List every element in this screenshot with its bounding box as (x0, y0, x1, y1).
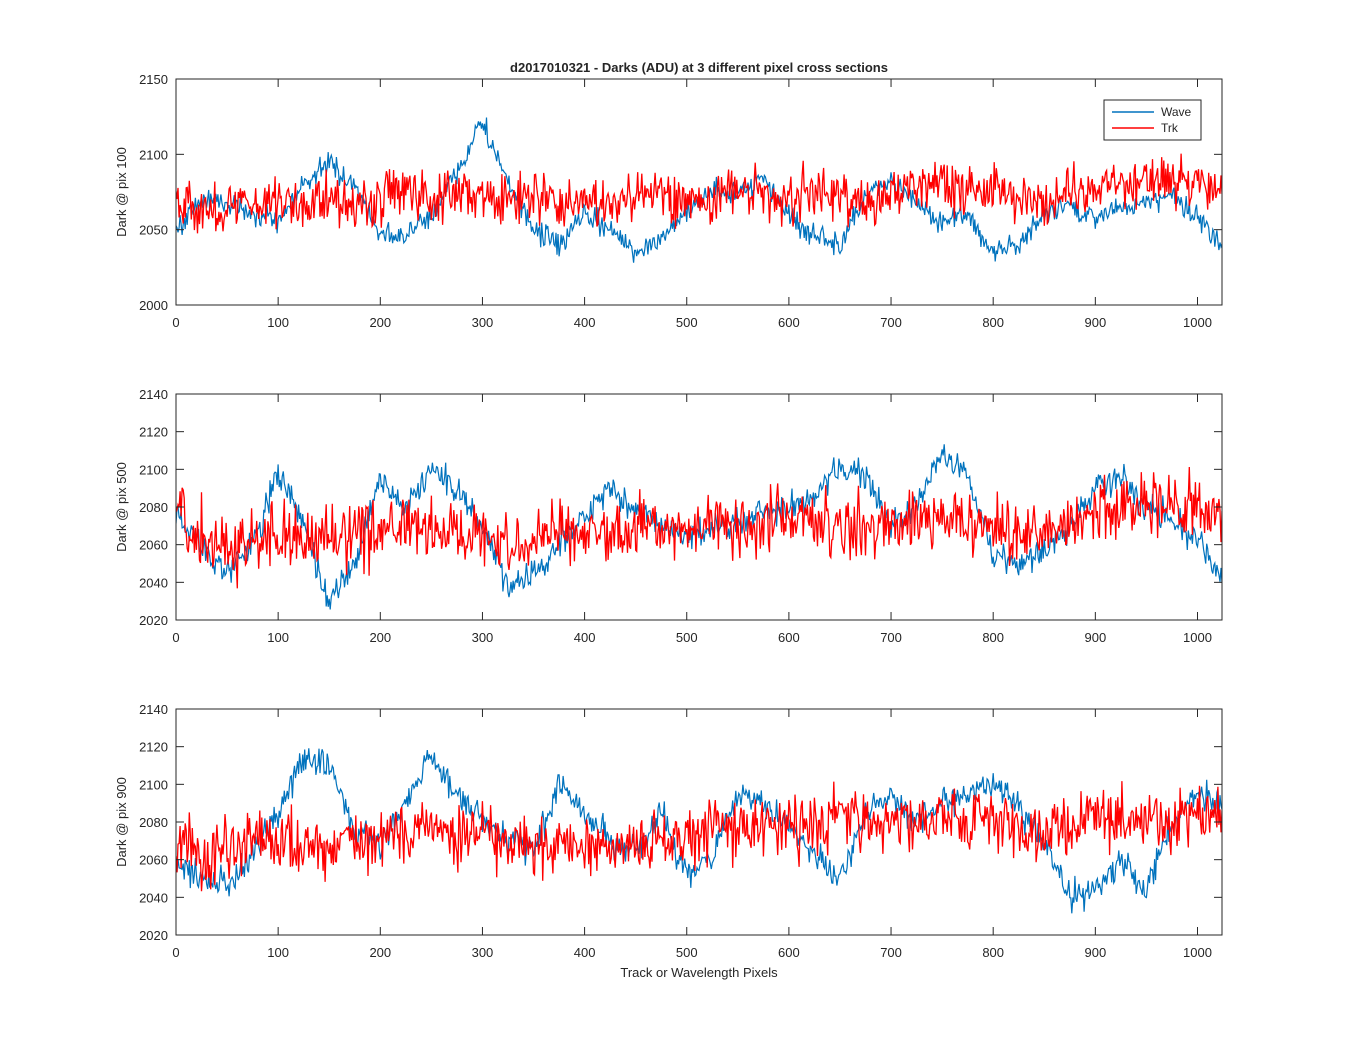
series-line-wave (176, 444, 1222, 610)
x-tick-label: 100 (267, 945, 289, 960)
y-tick-label: 2100 (139, 462, 168, 477)
y-tick-label: 2060 (139, 853, 168, 868)
chart-title: d2017010321 - Darks (ADU) at 3 different… (510, 60, 888, 75)
y-tick-label: 2100 (139, 147, 168, 162)
subplot-3: 0 100 200 300 400 500 600 700 800 900 1000 2020 2040… (114, 702, 1223, 980)
y-tick-label: 2120 (139, 425, 168, 440)
subplot-2: 0 100 200 300 400 500 600 700 800 900 1000 2020 2040… (114, 387, 1223, 645)
y-tick-label: 2120 (139, 740, 168, 755)
x-tick-label: 300 (472, 315, 494, 330)
x-tick-label: 0 (172, 315, 179, 330)
axes-box (175, 78, 1223, 306)
legend: Wave Trk (1103, 99, 1202, 141)
x-tick-label: 800 (982, 315, 1004, 330)
legend-box (1103, 99, 1202, 141)
x-tick-label: 700 (880, 630, 902, 645)
y-tick-label: 2080 (139, 500, 168, 515)
y-tick-label: 2020 (139, 613, 168, 628)
y-tick-label: 2040 (139, 575, 168, 590)
subplot-1: 0 100 200 300 400 500 600 700 800 900 1000 2000 2050… (114, 60, 1223, 330)
x-tick-label: 200 (369, 315, 391, 330)
y-tick-label: 2100 (139, 777, 168, 792)
y-tick-label: 2020 (139, 928, 168, 943)
y-tick-label: 2000 (139, 298, 168, 313)
x-tick-label: 1000 (1183, 315, 1212, 330)
y-axis-label: Dark @ pix 100 (114, 147, 129, 237)
y-tick-label: 2060 (139, 538, 168, 553)
x-tick-label: 200 (369, 945, 391, 960)
legend-label-trk: Trk (1161, 121, 1179, 135)
subplots: 0 100 200 300 400 500 600 700 800 900 100020002050… (114, 60, 1223, 980)
x-tick-label: 400 (574, 315, 596, 330)
x-tick-label: 500 (676, 945, 698, 960)
x-tick-label: 800 (982, 945, 1004, 960)
series-line-wave (176, 748, 1222, 914)
plot-area (176, 117, 1222, 263)
y-tick-label: 2040 (139, 890, 168, 905)
plot-area (176, 748, 1222, 914)
x-tick-label: 300 (472, 630, 494, 645)
y-axis-label: Dark @ pix 500 (114, 462, 129, 552)
series-line-trk (176, 153, 1222, 234)
x-tick-label: 1000 (1183, 945, 1212, 960)
x-axis-label: Track or Wavelength Pixels (620, 965, 778, 980)
x-tick-label: 500 (676, 630, 698, 645)
series-line-trk (176, 781, 1222, 892)
y-tick-label: 2140 (139, 387, 168, 402)
x-tick-label: 600 (778, 945, 800, 960)
x-tick-label: 600 (778, 630, 800, 645)
x-tick-label: 0 (172, 945, 179, 960)
y-axis-label: Dark @ pix 900 (114, 777, 129, 867)
y-tick-label: 2080 (139, 815, 168, 830)
x-tick-label: 1000 (1183, 630, 1212, 645)
x-tick-label: 900 (1084, 945, 1106, 960)
x-tick-label: 0 (172, 630, 179, 645)
x-tick-label: 700 (880, 315, 902, 330)
series-line-trk (176, 466, 1222, 589)
x-tick-label: 900 (1084, 630, 1106, 645)
y-tick-label: 2050 (139, 223, 168, 238)
x-tick-label: 300 (472, 945, 494, 960)
x-tick-label: 700 (880, 945, 902, 960)
x-tick-label: 400 (574, 945, 596, 960)
x-tick-label: 100 (267, 630, 289, 645)
y-tick-label: 2140 (139, 702, 168, 717)
y-tick-label: 2150 (139, 72, 168, 87)
plot-area (176, 444, 1222, 610)
x-tick-label: 200 (369, 630, 391, 645)
x-tick-label: 800 (982, 630, 1004, 645)
x-tick-label: 400 (574, 630, 596, 645)
x-tick-label: 900 (1084, 315, 1106, 330)
legend-label-wave: Wave (1161, 105, 1192, 119)
x-tick-label: 100 (267, 315, 289, 330)
x-tick-label: 500 (676, 315, 698, 330)
x-tick-label: 600 (778, 315, 800, 330)
